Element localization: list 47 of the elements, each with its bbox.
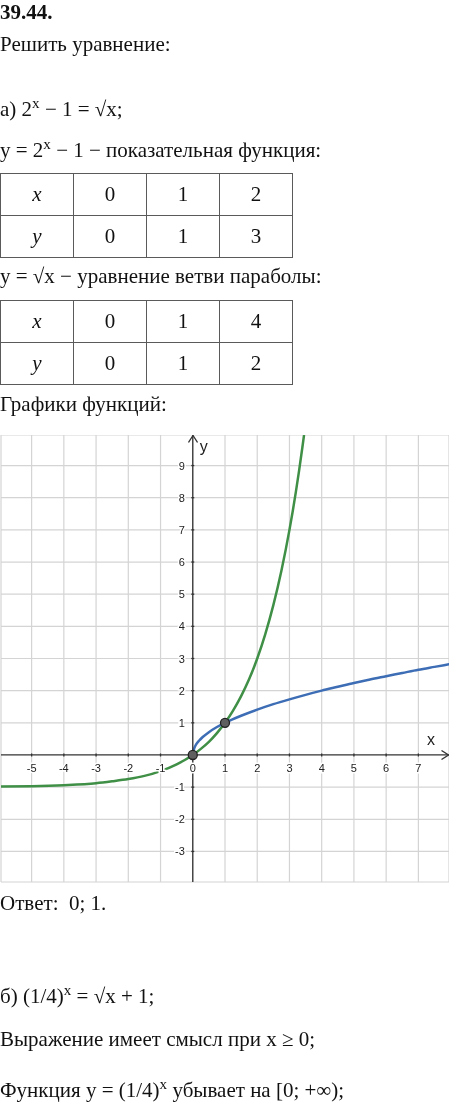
data-label: 0 <box>73 173 147 216</box>
text: x <box>0 300 74 343</box>
x-tick-label: -4 <box>58 761 69 774</box>
x-tick-label: -2 <box>123 761 134 774</box>
chart-title: Графики функций: <box>0 392 168 416</box>
y-tick-label: 5 <box>178 588 185 601</box>
data-label: 0 <box>73 300 147 343</box>
y-tick-label: 6 <box>178 556 185 569</box>
text: Функция y = (1/4)$^{x}$ убывает на [0; +∞); <box>0 1076 346 1102</box>
x-tick-label: 7 <box>415 761 422 774</box>
data-label: 2 <box>219 342 293 385</box>
category-label: 0 <box>73 342 147 385</box>
y-tick-label: 3 <box>178 652 185 665</box>
y-tick-label: -1 <box>174 781 185 794</box>
x-tick-label: -5 <box>26 761 37 774</box>
y-axis-title: y <box>199 438 208 456</box>
text: б) (1/4)$^{x}$ = √x + 1; <box>0 982 156 1008</box>
x-tick-label: 6 <box>383 761 390 774</box>
text: x <box>0 173 74 216</box>
x-tick-label: 2 <box>254 761 261 774</box>
y-tick-label: 1 <box>178 716 185 729</box>
text: y = 2$^{x}$ − 1 − показательная функция: <box>0 136 323 162</box>
y-tick-label: -2 <box>174 813 185 826</box>
category-label: 0 <box>73 215 147 258</box>
y-tick-label: -3 <box>174 845 185 858</box>
x-tick-label: 1 <box>221 761 229 774</box>
x-tick-label: 5 <box>350 761 357 774</box>
data-label: 3 <box>219 215 293 258</box>
text: 39.44. <box>0 0 54 24</box>
text: Ответ: 0; 1. <box>0 891 108 915</box>
text: y <box>0 215 74 258</box>
y-tick-label: 4 <box>178 620 185 633</box>
text: Выражение имеет смысл при x ≥ 0; <box>0 1027 316 1051</box>
text: Решить уравнение: <box>0 32 172 56</box>
x-axis-title: x <box>427 730 435 749</box>
x-tick-label: -3 <box>91 761 101 774</box>
y-tick-label: 8 <box>178 491 185 504</box>
category-label: 2 <box>219 173 293 216</box>
category-label: 4 <box>219 300 293 343</box>
x-tick-label: 3 <box>286 761 293 774</box>
text: y <box>0 342 74 385</box>
y-tick-label: 9 <box>178 459 185 472</box>
y-tick-label: 2 <box>178 684 185 697</box>
x-tick-label: 4 <box>318 761 325 774</box>
text: а) 2$^{x}$ − 1 = √x; <box>0 95 124 121</box>
text: y = √x − уравнение ветви параболы: <box>0 264 323 288</box>
y-tick-label: 7 <box>178 523 185 536</box>
